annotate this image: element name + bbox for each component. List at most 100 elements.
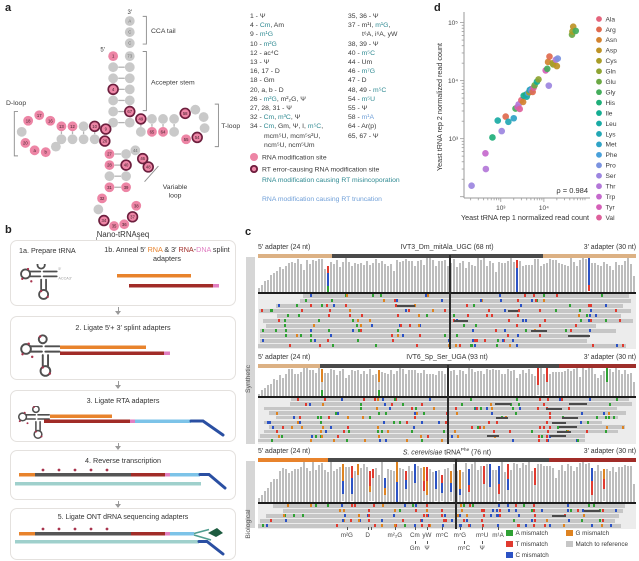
read-row — [260, 338, 587, 343]
coverage-bar — [474, 372, 476, 396]
mismatch-tick — [469, 504, 471, 507]
mismatch-tick — [416, 411, 418, 415]
mismatch-segment — [450, 492, 452, 502]
legend-label: Ser — [606, 173, 617, 180]
coverage-bar — [549, 465, 551, 502]
mismatch-tick — [546, 421, 548, 424]
coverage-bar — [303, 367, 305, 396]
legend-dot — [596, 131, 602, 137]
coverage-bar — [339, 370, 341, 396]
mismatch-tick — [415, 509, 417, 512]
mismatch-segment — [603, 478, 605, 489]
coverage-bar — [561, 372, 563, 396]
mismatch-segment — [435, 489, 437, 502]
scatter-point — [535, 76, 542, 83]
mismatch-tick — [404, 504, 406, 507]
adapter-bar — [15, 482, 201, 486]
coverage-bar — [297, 373, 299, 396]
coverage-bar — [282, 468, 284, 502]
mod-text: 20, a, b - D — [250, 86, 284, 94]
mismatch-tick — [429, 524, 431, 527]
scatter-point — [482, 149, 489, 157]
mismatch-tick — [524, 294, 526, 297]
mismatch-tick — [321, 304, 323, 307]
mismatch-tick — [328, 329, 330, 332]
modification-list-line: 37 - m¹I, m¹G, — [348, 21, 397, 30]
mismatch-tick — [549, 411, 551, 415]
mismatch-tick — [419, 324, 421, 327]
mismatch-tick — [531, 430, 533, 434]
mismatch-tick — [418, 324, 420, 327]
coverage-bar — [540, 265, 542, 292]
coverage-bar — [594, 470, 596, 502]
coverage-bar — [291, 261, 293, 292]
mismatch-tick — [622, 344, 624, 347]
nucleotide-circle — [135, 126, 146, 137]
coverage-bar — [543, 374, 545, 396]
mismatch-tick — [590, 319, 592, 322]
coverage-bar — [609, 369, 611, 396]
modification-site-circle — [56, 121, 67, 132]
mismatch-tick — [343, 509, 345, 512]
coverage-bar — [348, 262, 350, 292]
coverage-bar — [330, 461, 332, 502]
mismatch-tick — [427, 434, 429, 438]
coverage-bar — [504, 373, 506, 396]
modification-list-line: 20, a, b - D — [250, 86, 323, 95]
coverage-bar — [264, 280, 266, 292]
mod-tick — [414, 541, 416, 544]
mismatch-tick — [421, 402, 423, 406]
coverage-bar — [549, 373, 551, 396]
nucleotide-circle — [78, 134, 89, 145]
modification-dot — [26, 422, 29, 425]
modification-list-line: 47 - D — [348, 76, 397, 85]
mismatch-tick — [351, 504, 353, 507]
coverage-bar — [375, 373, 377, 396]
coverage-bar — [549, 258, 551, 292]
mismatch-tick — [262, 329, 264, 332]
mismatch-tick — [414, 416, 416, 420]
coverage-bar — [576, 466, 578, 502]
coverage-bar — [291, 369, 293, 396]
mismatch-tick — [445, 421, 447, 424]
coverage-bar — [582, 257, 584, 292]
coverage-bar — [393, 271, 395, 292]
coverage-bar — [597, 264, 599, 292]
coverage-bar — [402, 368, 404, 396]
coverage-bar — [555, 478, 557, 502]
mismatch-tick — [502, 339, 504, 342]
nucleotide-label: 64 — [161, 129, 166, 134]
legend-swatch — [506, 551, 513, 558]
mismatch-segment — [321, 382, 323, 391]
mismatch-tick — [580, 319, 582, 322]
coverage-bar — [402, 469, 404, 502]
coverage-bar — [423, 265, 425, 292]
mismatch-tick — [457, 514, 459, 517]
mismatch-segment — [423, 467, 425, 481]
coverage-bar — [618, 265, 620, 292]
coverage-bar — [435, 471, 437, 502]
scatter-point — [516, 105, 524, 113]
scatter-point — [553, 62, 561, 70]
mismatch-segment — [441, 482, 443, 494]
coverage-bar — [576, 265, 578, 292]
mod-label: m²₂G — [387, 532, 403, 539]
coverage-bar — [411, 369, 413, 396]
mismatch-tick — [491, 411, 493, 415]
reference-bar — [258, 254, 636, 258]
coverage-bar — [624, 261, 626, 292]
mismatch-tick — [352, 329, 354, 332]
coverage-bar — [258, 288, 260, 292]
mod-text: m¹A — [361, 114, 375, 122]
coverage-gap-line — [447, 364, 449, 444]
modification-dot — [41, 468, 45, 472]
coverage-bar — [630, 263, 632, 292]
mismatch-tick — [337, 434, 339, 438]
coverage-bar — [573, 470, 575, 502]
nucleotide-circle — [16, 126, 27, 137]
mismatch-tick — [285, 329, 287, 332]
legend-swatch — [506, 529, 513, 536]
coverage-bar — [375, 468, 377, 502]
coverage-bar — [525, 264, 527, 292]
nucleotide-circle — [147, 114, 157, 124]
